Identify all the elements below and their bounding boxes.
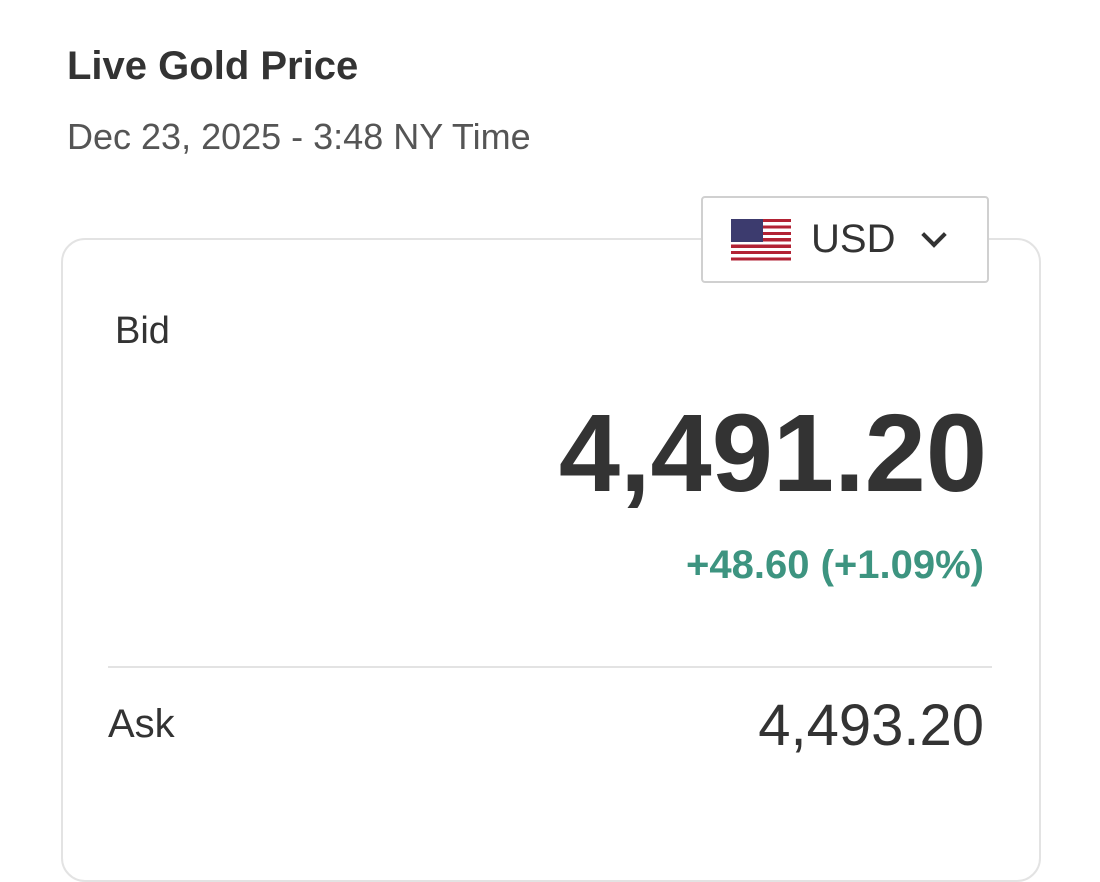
- ask-price: 4,493.20: [758, 693, 984, 758]
- page-title: Live Gold Price: [67, 44, 359, 88]
- currency-code: USD: [811, 217, 896, 261]
- divider: [108, 666, 992, 668]
- currency-select[interactable]: USD: [701, 196, 989, 283]
- bid-label: Bid: [115, 310, 170, 352]
- timestamp: Dec 23, 2025 - 3:48 NY Time: [67, 116, 531, 157]
- price-change: +48.60 (+1.09%): [686, 543, 984, 587]
- chevron-down-icon: [921, 221, 948, 248]
- bid-price: 4,491.20: [558, 392, 987, 515]
- us-flag-icon: [731, 218, 791, 261]
- ask-label: Ask: [108, 702, 175, 746]
- price-card: [61, 238, 1041, 882]
